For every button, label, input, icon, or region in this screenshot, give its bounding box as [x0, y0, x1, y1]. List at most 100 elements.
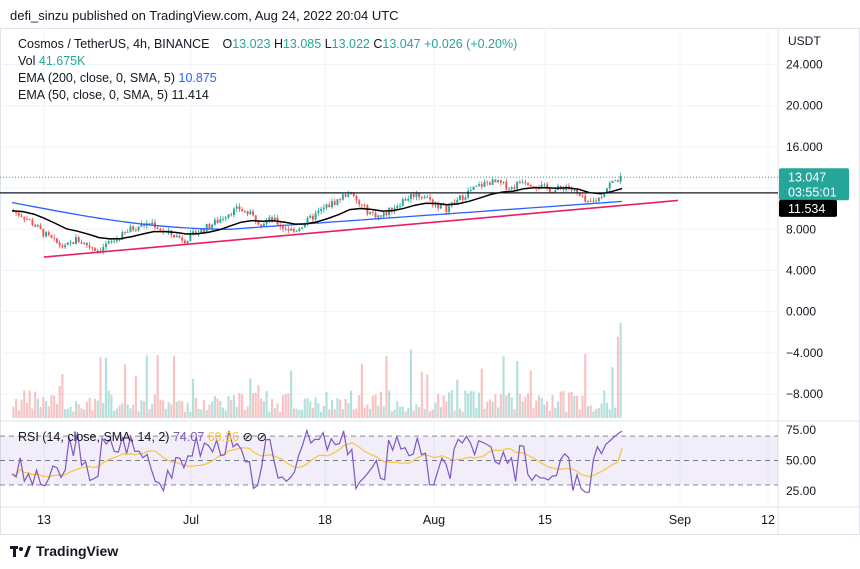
candle-body: [42, 228, 45, 237]
volume-bar: [213, 395, 216, 418]
volume-bar: [524, 396, 527, 418]
volume-bar: [295, 408, 298, 418]
volume-bar: [260, 398, 263, 418]
change-value: +0.026 (+0.20%): [424, 37, 518, 51]
candle-body: [298, 228, 301, 232]
volume-bar: [371, 395, 374, 418]
volume-bar: [317, 403, 320, 418]
volume-bar: [246, 406, 249, 418]
candle-body: [606, 188, 608, 194]
candle-body: [232, 208, 235, 216]
volume-bar: [44, 401, 48, 418]
volume-bar: [412, 410, 415, 418]
candle-body: [434, 204, 437, 206]
volume-bar: [505, 395, 508, 418]
candle-body: [173, 234, 175, 238]
rsi-tick-label: 25.00: [786, 484, 816, 498]
volume-bar: [603, 390, 606, 418]
candle-body: [91, 247, 94, 249]
volume-bar: [619, 323, 622, 418]
candle-body: [102, 247, 105, 252]
volume-bar: [393, 409, 396, 418]
candle-body: [64, 245, 67, 248]
eye-off-icon[interactable]: ⊘: [242, 430, 253, 444]
volume-bar: [358, 395, 361, 418]
close-label: C: [373, 37, 383, 51]
settings-icon[interactable]: ⊘: [256, 430, 267, 444]
candle-body: [211, 224, 214, 229]
volume-bar: [162, 400, 165, 418]
volume-bar: [434, 402, 437, 418]
volume-bar: [148, 409, 151, 418]
footer-brand-label: TradingView: [36, 543, 119, 559]
volume-bar: [325, 391, 328, 418]
legend-ohlc: Cosmos / TetherUS, 4h, BINANCE O13.023 H…: [18, 37, 517, 51]
price-axis-unit: USDT: [788, 34, 821, 48]
candle-body: [494, 179, 497, 183]
candle-body: [423, 196, 426, 198]
volume-bar: [366, 404, 369, 418]
volume-bar: [486, 401, 489, 418]
volume-bar: [107, 390, 110, 418]
volume-bar: [398, 406, 402, 418]
candle-body: [194, 231, 197, 235]
candle-body: [227, 214, 230, 218]
volume-bar: [102, 402, 105, 418]
volume-bar: [475, 408, 478, 418]
candle-body: [360, 204, 363, 206]
last-price-label: 13.047: [788, 170, 826, 184]
candle-body: [262, 223, 265, 227]
volume-bar: [28, 390, 31, 418]
low-value: 13.022: [331, 37, 370, 51]
volume-bar: [243, 409, 246, 418]
candle-body: [85, 242, 88, 246]
candle-body: [429, 197, 431, 200]
candle-body: [341, 194, 344, 200]
high-label: H: [273, 37, 283, 51]
volume-bar: [328, 409, 331, 418]
candle-body: [469, 189, 472, 191]
volume-bar: [363, 407, 366, 418]
candle-body: [336, 199, 339, 205]
volume-bar: [140, 400, 143, 418]
volume-bar: [61, 374, 64, 418]
volume-bar: [349, 390, 353, 418]
volume-bar: [529, 370, 532, 418]
open-label: O: [222, 37, 233, 51]
candle-body: [53, 237, 56, 239]
candle-body: [303, 224, 306, 228]
candle-body: [407, 198, 410, 201]
volume-bar: [194, 398, 197, 418]
volume-bar: [254, 392, 257, 418]
volume-bar: [36, 398, 39, 418]
volume-bar: [600, 403, 603, 418]
volume-bar: [426, 374, 429, 418]
volume-bar: [303, 398, 306, 418]
candle-body: [475, 185, 478, 187]
rsi-tick-label: 75.00: [786, 423, 816, 437]
volume-bar: [241, 394, 244, 418]
volume-bar: [227, 396, 230, 418]
volume-bar: [565, 411, 568, 418]
ema50-value: 11.414: [171, 88, 209, 102]
volume-bar: [576, 395, 579, 418]
candle-body: [265, 220, 268, 224]
volume-bar: [341, 409, 344, 418]
footer-brand: TradingView: [10, 543, 118, 559]
volume-bar: [407, 408, 410, 418]
candle-body: [301, 227, 303, 229]
candle-body: [58, 242, 61, 246]
volume-bar: [251, 393, 255, 418]
price-tick-label: 4.000: [786, 263, 816, 277]
volume-bar: [83, 409, 86, 418]
volume-bar: [472, 391, 475, 418]
candle-body: [529, 184, 532, 187]
candle-body: [491, 179, 494, 185]
volume-bar: [347, 403, 350, 418]
candle-body: [437, 204, 440, 209]
volume-bar: [189, 411, 192, 418]
volume-bar: [132, 404, 135, 418]
candle-body: [94, 248, 97, 251]
volume-bar: [20, 399, 23, 418]
